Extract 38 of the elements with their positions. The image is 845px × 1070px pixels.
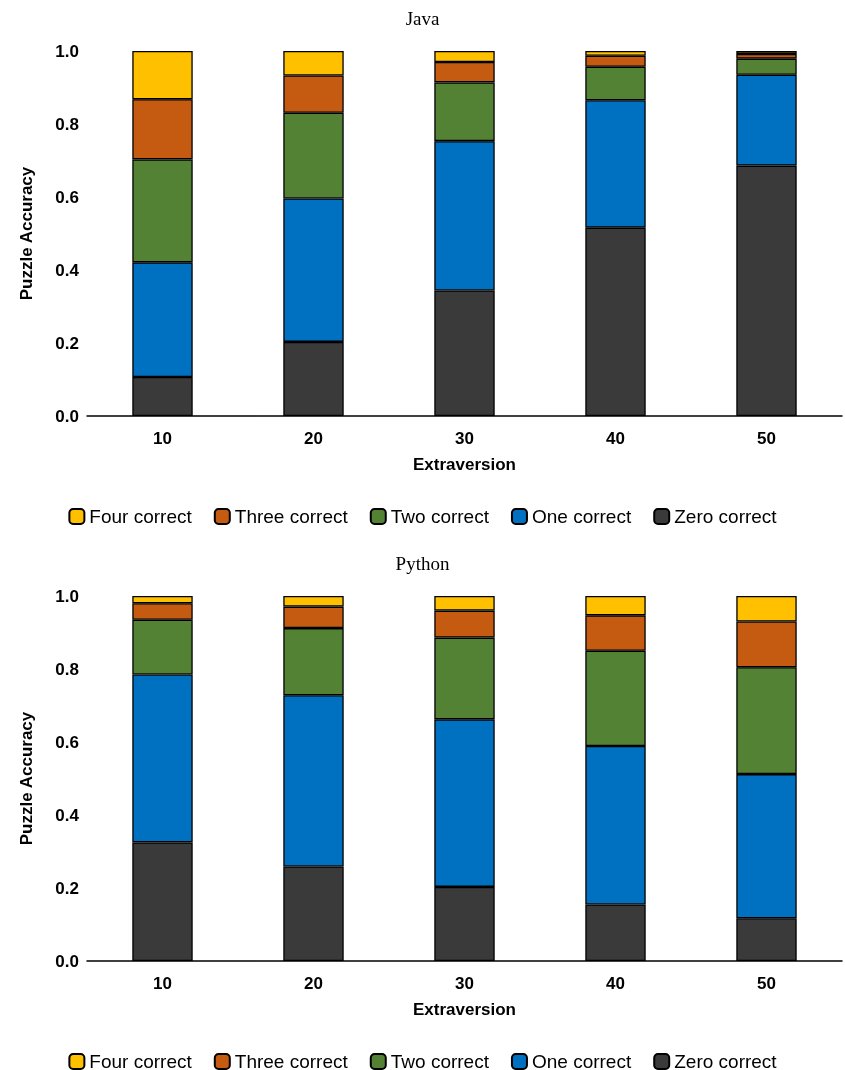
x-tick-label: 10 xyxy=(153,429,172,448)
y-tick-label: 0.4 xyxy=(55,260,80,280)
legend-label: One correct xyxy=(531,1051,632,1070)
x-tick-label: 40 xyxy=(606,974,625,993)
x-tick-label: 40 xyxy=(606,429,625,448)
x-axis-title: Extraversion xyxy=(413,1000,516,1019)
y-tick-label: 0.0 xyxy=(55,406,79,426)
y-tick-label: 0.6 xyxy=(55,732,79,752)
legend-label: Two correct xyxy=(390,1051,490,1070)
legend-label: Zero correct xyxy=(674,1051,778,1070)
y-tick-label: 0.0 xyxy=(55,951,79,971)
y-axis-title: Puzzle Accuracy xyxy=(17,711,36,846)
y-tick-label: 0.8 xyxy=(55,659,79,679)
x-tick-label: 20 xyxy=(304,974,323,993)
y-tick-label: 1.0 xyxy=(55,586,79,606)
legend-label: One correct xyxy=(531,506,632,527)
legend-label: Four correct xyxy=(89,506,193,527)
x-tick-label: 50 xyxy=(757,429,776,448)
chart-title: Java xyxy=(405,8,440,29)
y-tick-label: 0.6 xyxy=(55,187,79,207)
y-tick-label: 0.2 xyxy=(55,878,79,898)
x-axis-title: Extraversion xyxy=(413,455,516,474)
x-tick-label: 50 xyxy=(757,974,776,993)
legend-label: Two correct xyxy=(390,506,490,527)
y-axis-title: Puzzle Accuracy xyxy=(17,166,36,301)
legend-label: Four correct xyxy=(89,1051,193,1070)
y-tick-label: 0.4 xyxy=(55,805,80,825)
x-tick-label: 20 xyxy=(304,429,323,448)
x-tick-label: 10 xyxy=(153,974,172,993)
y-tick-label: 0.8 xyxy=(55,114,79,134)
x-tick-label: 30 xyxy=(455,429,474,448)
y-tick-label: 1.0 xyxy=(55,41,79,61)
legend-label: Zero correct xyxy=(674,506,778,527)
legend-label: Three correct xyxy=(234,506,349,527)
chart-title: Python xyxy=(395,553,450,574)
legend-label: Three correct xyxy=(234,1051,349,1070)
y-tick-label: 0.2 xyxy=(55,333,79,353)
x-tick-label: 30 xyxy=(455,974,474,993)
